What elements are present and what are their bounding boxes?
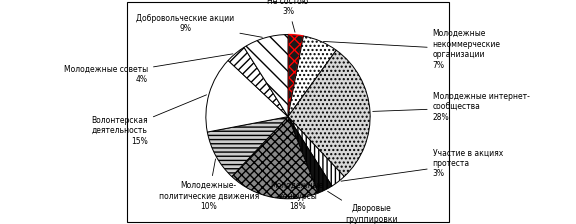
Wedge shape (244, 34, 288, 117)
Wedge shape (288, 50, 370, 177)
Wedge shape (288, 117, 344, 186)
Text: Дворовые
группировки
3%: Дворовые группировки 3% (328, 191, 398, 224)
Wedge shape (228, 47, 288, 117)
Wedge shape (288, 117, 332, 193)
Wedge shape (288, 36, 336, 117)
Text: Добровольческие акции
9%: Добровольческие акции 9% (137, 14, 262, 37)
Wedge shape (232, 117, 318, 199)
Text: Молодежные
некоммерческие
организации
7%: Молодежные некоммерческие организации 7% (323, 29, 501, 70)
Wedge shape (288, 34, 304, 117)
Text: Молодежные интернет-
сообщества
28%: Молодежные интернет- сообщества 28% (373, 93, 529, 122)
Text: Молодежные-
политические движения
10%: Молодежные- политические движения 10% (158, 159, 259, 211)
Wedge shape (207, 117, 288, 177)
Text: Участие в акциях
протеста
3%: Участие в акциях протеста 3% (341, 149, 503, 181)
Text: Не состою
3%: Не состою 3% (267, 0, 309, 32)
Wedge shape (206, 60, 288, 132)
Text: Молодежные советы
4%: Молодежные советы 4% (64, 54, 233, 84)
Text: Молодежные
конкурсы
18%: Молодежные конкурсы 18% (271, 181, 324, 211)
Text: Волонтерская
деятельность
15%: Волонтерская деятельность 15% (92, 95, 207, 146)
